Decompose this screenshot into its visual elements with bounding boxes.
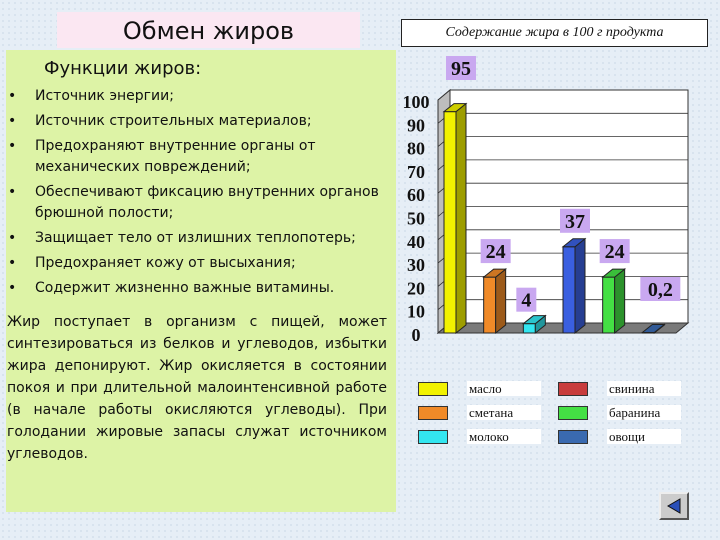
- y-tick-label: 70: [407, 162, 425, 182]
- y-tick-label: 0: [412, 325, 421, 345]
- bar-top: [640, 324, 666, 334]
- legend-label: масло: [467, 381, 541, 396]
- function-item: Источник энергии;: [8, 86, 388, 107]
- bar-front: [522, 323, 536, 334]
- bar-front: [483, 276, 497, 334]
- bar-chart: 0 10 20 30 40 50 60 70 80 90 100 95 24 4 37 24 0,2: [403, 56, 690, 345]
- y-tick-label: 60: [407, 185, 425, 205]
- bar-side: [495, 268, 507, 335]
- data-label: 0,2: [640, 277, 681, 301]
- data-label: 4: [516, 287, 537, 312]
- y-tick-label: 50: [407, 209, 425, 229]
- bar-овощи: [640, 323, 666, 335]
- bar-сметана: [482, 268, 508, 335]
- y-tick-label: 80: [407, 139, 425, 159]
- legend-label: сметана: [467, 405, 541, 420]
- legend-label: свинина: [607, 381, 681, 396]
- bar-top: [482, 268, 508, 278]
- y-tick-label: 90: [407, 115, 425, 135]
- bar-top: [601, 268, 627, 278]
- data-label-text: 37: [565, 211, 585, 233]
- function-item: Предохраняют внутренние органы от механи…: [8, 136, 388, 178]
- bar-front: [562, 246, 576, 334]
- legend-label: молоко: [467, 429, 541, 444]
- bar-свинина: [561, 237, 587, 335]
- y-tick-label: 40: [407, 232, 425, 252]
- y-tick-label: 20: [407, 278, 425, 298]
- bar-top: [521, 315, 547, 325]
- data-label: 24: [480, 239, 511, 264]
- y-tick-label: 30: [407, 255, 425, 275]
- functions-list: Источник энергии; Источник строительных …: [8, 86, 388, 303]
- legend-swatch: [418, 382, 448, 396]
- gridline: [437, 89, 451, 101]
- legend-swatch: [418, 406, 448, 420]
- data-label: 24: [599, 239, 630, 264]
- slide-title: Обмен жиров: [57, 12, 360, 48]
- legend-swatch: [418, 430, 448, 444]
- bar-top: [561, 238, 587, 248]
- function-item: Содержит жизненно важные витамины.: [8, 278, 388, 299]
- bar-баранина: [601, 268, 627, 335]
- function-item: Обеспечивают фиксацию внутренних органов…: [8, 182, 388, 224]
- legend-swatch: [558, 430, 588, 444]
- data-label-text: 24: [605, 241, 625, 263]
- legend-label: овощи: [607, 429, 681, 444]
- data-label-text: 4: [521, 290, 531, 312]
- bar-side: [614, 268, 626, 335]
- bar-масло: [442, 102, 468, 335]
- bar-front: [443, 111, 457, 334]
- function-item: Защищает тело от излишних теплопотерь;: [8, 228, 388, 249]
- bar-top: [442, 103, 468, 113]
- data-label: 95: [446, 56, 476, 80]
- back-button[interactable]: [659, 492, 689, 520]
- chart-title: Содержание жира в 100 г продукта: [401, 19, 708, 47]
- data-label-text: 95: [451, 58, 471, 80]
- bar-side: [574, 237, 586, 335]
- data-label: 37: [560, 208, 590, 233]
- body-paragraph: Жир поступает в организм с пищей, может …: [7, 314, 387, 462]
- bar-молоко: [521, 314, 547, 335]
- triangle-left-icon: [667, 498, 681, 514]
- legend-label: баранина: [607, 405, 681, 420]
- y-tick-label: 10: [407, 302, 425, 322]
- y-tick-label: 100: [403, 92, 430, 112]
- function-item: Источник строительных материалов;: [8, 111, 388, 132]
- bar-side: [455, 102, 467, 335]
- function-item: Предохраняет кожу от высыхания;: [8, 253, 388, 274]
- data-label-text: 0,2: [648, 279, 673, 301]
- legend-swatch: [558, 406, 588, 420]
- functions-heading: Функции жиров:: [44, 58, 202, 79]
- legend-swatch: [558, 382, 588, 396]
- data-label-text: 24: [486, 241, 506, 263]
- bar-front: [602, 276, 616, 334]
